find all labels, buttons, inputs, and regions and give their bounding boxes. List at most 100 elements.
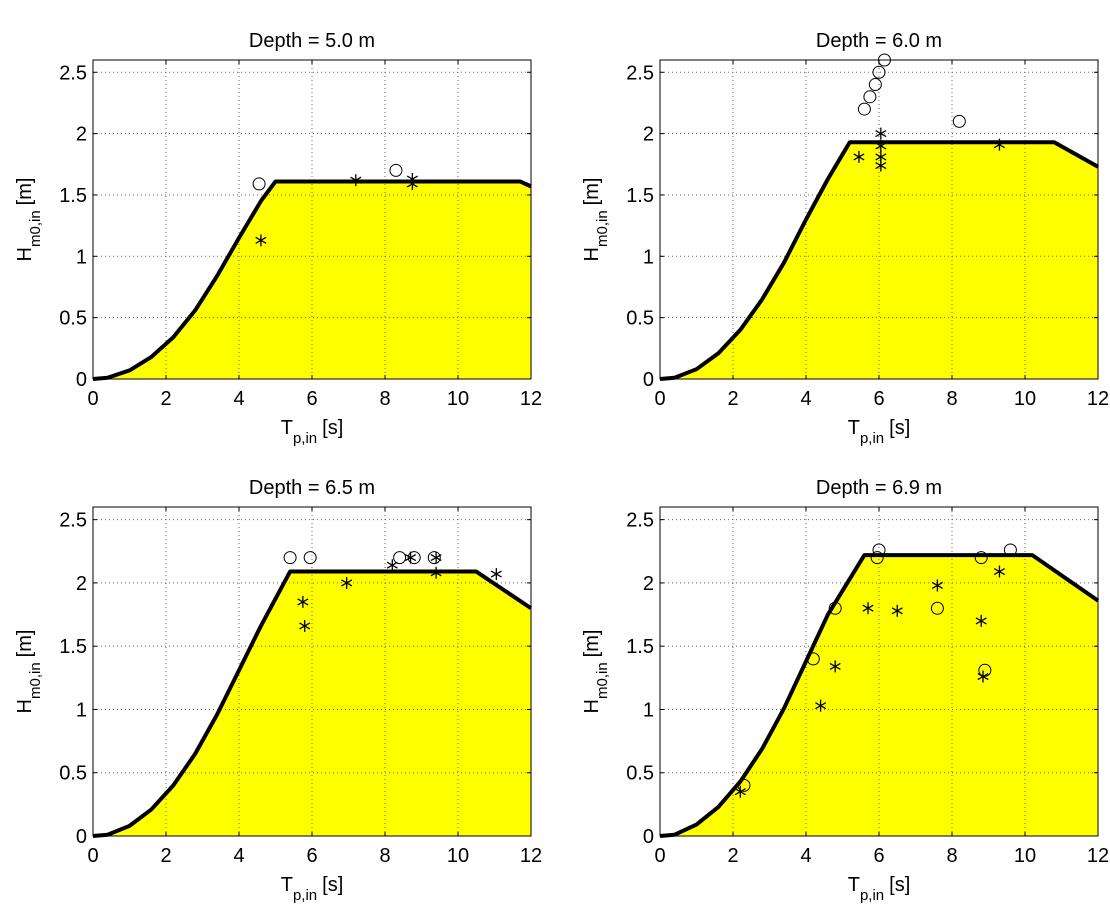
boundary-line — [92, 179, 532, 381]
y-tick-label: 0 — [76, 369, 87, 391]
x-tick-label: 4 — [233, 845, 244, 867]
data-point-star — [829, 660, 841, 673]
data-point-star — [993, 565, 1005, 578]
x-tick-label: 12 — [520, 845, 542, 867]
x-tick-label: 10 — [447, 388, 469, 410]
chart-title: Depth = 5.0 m — [249, 30, 375, 52]
data-point-star — [977, 670, 989, 683]
x-tick-label: 2 — [160, 388, 171, 410]
chart-panel-2: 0 2 4 6 8 10 12 0 0.5 1 1.5 2 2.5 Depth = 6.0 m Tp,in[… — [581, 30, 1109, 447]
boundary-line — [659, 140, 1099, 381]
data-point-star — [875, 159, 887, 172]
data-point-circle — [427, 551, 441, 565]
data-point-star — [815, 699, 827, 712]
data-point-star — [430, 551, 442, 564]
y-tick-label: 2.5 — [59, 62, 87, 84]
data-point-circle — [870, 551, 884, 565]
y-axis-label: Hm0,in[m] — [581, 630, 611, 714]
chart-title: Depth = 6.9 m — [816, 477, 942, 499]
data-point-star — [341, 576, 353, 589]
x-tick-label: 4 — [233, 388, 244, 410]
data-point-star — [297, 595, 309, 608]
x-tick-label: 0 — [654, 845, 665, 867]
x-tick-label: 8 — [379, 388, 390, 410]
x-tick-label: 12 — [520, 388, 542, 410]
data-point-circle — [974, 551, 988, 565]
data-point-star — [386, 559, 398, 572]
x-axis-label: Tp,in [s] — [281, 874, 344, 904]
y-axis-label: Hm0,in[m] — [14, 178, 44, 262]
data-point-circle — [1003, 543, 1017, 557]
data-point-star — [875, 127, 887, 140]
y-axis-label: Hm0,in[m] — [14, 630, 44, 714]
data-point-star — [405, 551, 417, 564]
y-tick-label: 0.5 — [59, 763, 87, 785]
data-point-circle — [407, 551, 421, 565]
y-tick-label: 0.5 — [59, 308, 87, 330]
data-point-circle — [868, 78, 882, 92]
data-point-circle — [303, 551, 317, 565]
y-tick-label: 2 — [643, 573, 654, 595]
y-tick-label: 2 — [76, 573, 87, 595]
y-tick-label: 0.5 — [626, 763, 654, 785]
y-tick-label: 1.5 — [59, 636, 87, 658]
y-tick-label: 2 — [643, 124, 654, 146]
data-point-star — [862, 602, 874, 615]
data-point-circle — [737, 778, 751, 792]
y-tick-label: 1 — [643, 246, 654, 268]
data-point-circle — [930, 601, 944, 615]
data-point-star — [875, 139, 887, 152]
x-tick-label: 6 — [306, 388, 317, 410]
data-point-star — [993, 138, 1005, 151]
data-point-star — [975, 614, 987, 627]
data-point-circle — [863, 90, 877, 104]
x-tick-label: 12 — [1087, 388, 1109, 410]
x-tick-label: 6 — [873, 845, 884, 867]
chart-title: Depth = 6.5 m — [249, 477, 375, 499]
x-axis-label: Tp,in [s] — [281, 417, 344, 447]
y-tick-label: 2 — [76, 124, 87, 146]
x-tick-label: 2 — [160, 845, 171, 867]
x-tick-label: 8 — [379, 845, 390, 867]
data-point-circle — [389, 163, 403, 177]
boundary-line — [92, 569, 533, 838]
data-point-star — [406, 177, 418, 190]
boundary-line — [659, 553, 1100, 838]
x-axis-label: Tp,in [s] — [848, 417, 911, 447]
y-tick-label: 1 — [76, 699, 87, 721]
x-tick-label: 0 — [87, 845, 98, 867]
data-point-circle — [283, 551, 297, 565]
data-point-star — [299, 619, 311, 632]
x-tick-label: 6 — [306, 845, 317, 867]
data-point-star — [853, 150, 865, 163]
data-point-star — [891, 604, 903, 617]
y-tick-label: 1 — [76, 246, 87, 268]
y-tick-label: 0 — [643, 826, 654, 848]
data-point-star — [931, 579, 943, 592]
data-point-star — [490, 568, 502, 581]
x-tick-label: 12 — [1087, 845, 1109, 867]
chart-panel-3: 0 2 4 6 8 10 12 0 0.5 1 1.5 2 2.5 Depth = 6.5 m Tp,in[… — [14, 477, 542, 904]
y-tick-label: 0.5 — [626, 308, 654, 330]
y-tick-label: 0 — [643, 369, 654, 391]
y-tick-label: 2.5 — [626, 510, 654, 532]
y-tick-label: 0 — [76, 826, 87, 848]
chart-title: Depth = 6.0 m — [816, 30, 942, 52]
data-point-circle — [828, 601, 842, 615]
data-point-star — [255, 234, 267, 247]
chart-panel-1: 0 2 4 6 8 10 12 0 0.5 1 1.5 2 2.5 Depth = 5.0 m Tp,in[… — [14, 30, 542, 447]
data-point-star — [734, 785, 746, 798]
y-tick-label: 1 — [643, 699, 654, 721]
y-tick-label: 2.5 — [59, 510, 87, 532]
data-point-circle — [877, 53, 891, 67]
x-tick-label: 10 — [447, 845, 469, 867]
chart-panel-4: 0 2 4 6 8 10 12 0 0.5 1 1.5 2 2.5 Depth = 6.9 m Tp,in[… — [581, 477, 1109, 904]
data-point-circle — [806, 652, 820, 666]
x-tick-label: 0 — [87, 388, 98, 410]
x-tick-label: 8 — [946, 845, 957, 867]
data-point-circle — [872, 65, 886, 79]
x-tick-label: 4 — [800, 388, 811, 410]
data-point-star — [350, 174, 362, 187]
data-point-circle — [952, 114, 966, 128]
y-tick-label: 1.5 — [59, 185, 87, 207]
